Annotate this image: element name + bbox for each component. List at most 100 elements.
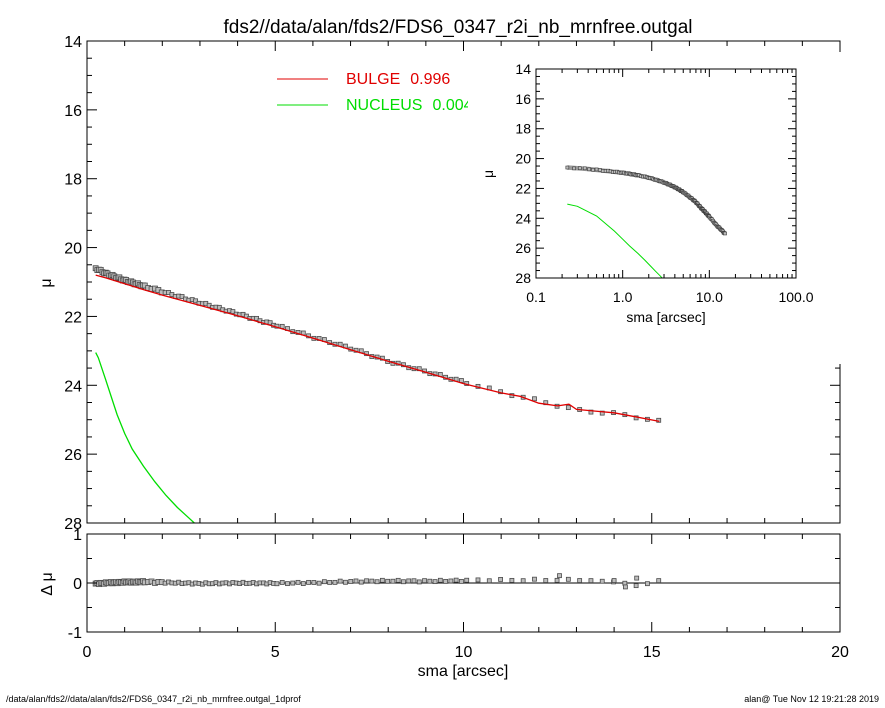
residual-point [554, 577, 560, 583]
residual-y-axis-label: Δ μ [39, 572, 56, 595]
residual-point [379, 577, 385, 583]
inset-data-point [723, 231, 727, 236]
main-axes: 14 16 18 20 22 24 26 28 [64, 34, 841, 533]
inset-x-tick-label: 1.0 [613, 289, 633, 305]
inset-y-tick-label: 28 [515, 270, 531, 286]
data-point [279, 323, 285, 329]
residual-y-tick-label: 1 [73, 527, 82, 544]
main-y-tick-label: 28 [64, 516, 82, 533]
x-tick-label: 10 [455, 644, 473, 661]
residual-point [337, 578, 343, 584]
residual-point [300, 581, 306, 586]
main-data-layer [92, 265, 662, 524]
residual-point [279, 580, 285, 585]
inset-data-point [577, 166, 582, 171]
residual-point [475, 577, 481, 583]
inset-y-tick-label: 16 [515, 91, 531, 107]
inset-x-tick-label: 100.0 [778, 289, 813, 305]
residual-point [634, 575, 640, 581]
residual-point [390, 578, 396, 584]
residual-point [401, 579, 406, 585]
residual-point [321, 579, 327, 585]
inset-y-tick-label: 26 [515, 240, 531, 256]
main-y-tick-label: 14 [64, 34, 82, 51]
residual-point [565, 576, 571, 582]
residual-point [427, 578, 433, 584]
residual-point [645, 581, 650, 587]
inset-y-tick-label: 24 [515, 210, 531, 226]
footer-file-path: /data/alan/fds2//data/alan/fds2/FDS6_034… [6, 694, 301, 704]
main-y-tick-label: 24 [64, 378, 82, 395]
residual-point [422, 578, 427, 584]
residual-point [543, 578, 549, 583]
x-tick-label: 0 [83, 644, 92, 661]
main-y-tick-label: 20 [64, 241, 82, 258]
residual-point [656, 578, 662, 584]
residual-y-tick-label: 0 [73, 576, 82, 593]
residual-point [343, 579, 348, 585]
residual-point [557, 573, 562, 579]
residual-point [453, 577, 459, 583]
data-point [216, 304, 222, 310]
residual-point [364, 578, 369, 584]
residual-point [588, 578, 594, 584]
data-point [230, 309, 236, 314]
residual-point [437, 577, 443, 583]
residual-point [498, 577, 503, 582]
residual-point [358, 579, 364, 585]
residual-point [290, 580, 296, 586]
residual-point [311, 580, 317, 585]
residual-point [459, 578, 464, 584]
inset-data-point [591, 167, 595, 172]
inset-data-point [594, 167, 599, 172]
residual-x-axis-label: sma [arcsec] [418, 663, 509, 680]
residual-point [385, 578, 391, 584]
residual-point [611, 578, 617, 583]
inset-data-point [565, 165, 570, 170]
residual-point [316, 580, 322, 586]
residual-point [306, 579, 311, 585]
residual-point [622, 584, 628, 590]
inset-x-axis-label: sma [arcsec] [626, 309, 705, 325]
residual-point [369, 578, 375, 584]
residual-point [509, 577, 515, 583]
inset-y-tick-label: 20 [515, 151, 531, 167]
inset-y-tick-label: 18 [515, 121, 531, 137]
chart-title: fds2//data/alan/fds2/FDS6_0347_r2i_nb_mr… [224, 17, 693, 38]
inset-log-panel: 14 16 18 20 22 24 26 28 0.1 1.0 10.0 100.0 μ sma [a… [468, 52, 846, 364]
residual-point [633, 583, 639, 589]
residual-point [416, 579, 422, 585]
series-line-bulge [95, 274, 660, 423]
data-point [179, 294, 185, 299]
inset-data-layer [565, 165, 727, 279]
residual-point [532, 576, 537, 582]
inset-series-line-nucleus [567, 203, 663, 279]
inset-data-point [587, 167, 591, 172]
residual-point [599, 578, 605, 584]
residual-point [274, 581, 280, 587]
residual-point [520, 578, 526, 584]
inset-y-tick-label: 14 [515, 61, 531, 77]
residual-point [464, 577, 470, 583]
legend-label-bulge: BULGE 0.996 [346, 71, 450, 88]
x-tick-label: 20 [831, 644, 849, 661]
inset-axes: 14 16 18 20 22 24 26 28 0.1 1.0 10.0 100.0 [515, 61, 813, 305]
main-y-tick-label: 26 [64, 447, 82, 464]
residual-point [486, 578, 492, 584]
residual-point [332, 579, 338, 585]
x-tick-label: 15 [643, 644, 661, 661]
residual-point [432, 579, 438, 585]
data-point [532, 396, 537, 402]
legend-label-nucleus: NUCLEUS 0.004 [346, 97, 473, 114]
inset-x-tick-label: 0.1 [526, 289, 546, 305]
main-y-tick-label: 18 [64, 172, 82, 189]
inset-y-tick-label: 22 [515, 180, 531, 196]
residual-point [353, 578, 359, 584]
residual-point [443, 578, 449, 584]
series-line-nucleus [95, 352, 195, 524]
inset-data-point [572, 166, 576, 171]
inset-x-tick-label: 10.0 [696, 289, 723, 305]
